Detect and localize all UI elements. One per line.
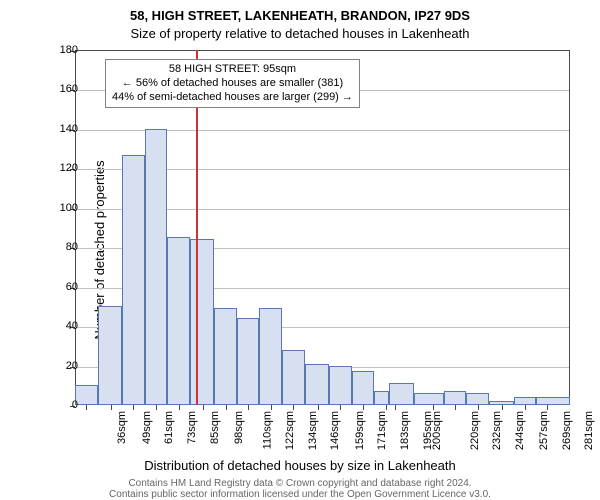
histogram-bar (237, 318, 260, 405)
histogram-bar (259, 308, 282, 405)
xtick-mark (156, 405, 157, 410)
xtick-label: 73sqm (186, 411, 198, 444)
xtick-label: 257sqm (538, 411, 550, 450)
xtick-mark (248, 405, 249, 410)
xtick-label: 61sqm (163, 411, 175, 444)
xtick-label: 171sqm (377, 411, 389, 450)
chart-subtitle: Size of property relative to detached ho… (0, 26, 600, 41)
ytick-label: 120 (38, 162, 78, 174)
xtick-label: 244sqm (514, 411, 526, 450)
ytick-label: 20 (38, 360, 78, 372)
xtick-label: 110sqm (261, 411, 273, 449)
ytick-label: 160 (38, 83, 78, 95)
plot-area: 36sqm49sqm61sqm73sqm85sqm98sqm110sqm122s… (75, 50, 570, 405)
xtick-label: 159sqm (354, 411, 366, 450)
xtick-label: 98sqm (233, 411, 245, 444)
histogram-bar (282, 350, 305, 405)
xtick-mark (111, 405, 112, 410)
histogram-bar (352, 371, 375, 405)
histogram-bar (374, 391, 389, 405)
xtick-mark (203, 405, 204, 410)
histogram-bar (414, 393, 444, 405)
histogram-bar (389, 383, 413, 405)
chart-footer: Contains HM Land Registry data © Crown c… (0, 478, 600, 500)
ytick-label: 140 (38, 123, 78, 135)
histogram-bar (145, 129, 168, 405)
xtick-label: 200sqm (431, 411, 443, 450)
histogram-bar (536, 397, 570, 405)
chart-title: 58, HIGH STREET, LAKENHEATH, BRANDON, IP… (0, 8, 600, 23)
xtick-mark (502, 405, 503, 410)
histogram-bar (98, 306, 122, 405)
histogram-bar (444, 391, 467, 405)
xtick-label: 134sqm (307, 411, 319, 450)
xtick-mark (340, 405, 341, 410)
annotation-box: 58 HIGH STREET: 95sqm ← 56% of detached h… (105, 59, 360, 108)
annotation-line2: ← 56% of detached houses are smaller (38… (122, 77, 343, 89)
xtick-mark (433, 405, 434, 410)
xtick-label: 183sqm (399, 411, 411, 450)
x-axis-label: Distribution of detached houses by size … (0, 458, 600, 473)
histogram-bar (122, 155, 145, 405)
xtick-mark (478, 405, 479, 410)
histogram-bar (75, 385, 98, 405)
ytick-label: 60 (38, 281, 78, 293)
xtick-label: 146sqm (329, 411, 341, 450)
histogram-bar (329, 366, 352, 405)
xtick-mark (179, 405, 180, 410)
xtick-label: 85sqm (209, 411, 221, 444)
xtick-mark (226, 405, 227, 410)
xtick-label: 220sqm (469, 411, 481, 450)
ytick-label: 80 (38, 241, 78, 253)
ytick-label: 0 (38, 399, 78, 411)
xtick-mark (293, 405, 294, 410)
chart-container: 58, HIGH STREET, LAKENHEATH, BRANDON, IP… (0, 0, 600, 500)
histogram-bar (190, 239, 214, 405)
xtick-label: 232sqm (491, 411, 503, 450)
annotation-line1: 58 HIGH STREET: 95sqm (169, 63, 296, 75)
histogram-bar (214, 308, 237, 405)
xtick-mark (133, 405, 134, 410)
histogram-bar (466, 393, 489, 405)
xtick-label: 281sqm (584, 411, 596, 450)
xtick-mark (395, 405, 396, 410)
xtick-label: 36sqm (116, 411, 128, 444)
ytick-label: 100 (38, 202, 78, 214)
xtick-label: 49sqm (141, 411, 153, 444)
xtick-mark (525, 405, 526, 410)
xtick-mark (271, 405, 272, 410)
ytick-label: 40 (38, 320, 78, 332)
histogram-bar (514, 397, 537, 405)
xtick-label: 269sqm (561, 411, 573, 450)
ytick-label: 180 (38, 44, 78, 56)
xtick-mark (547, 405, 548, 410)
y-axis-line (75, 51, 76, 405)
xtick-mark (318, 405, 319, 410)
annotation-line3: 44% of semi-detached houses are larger (… (112, 91, 353, 103)
xtick-mark (86, 405, 87, 410)
xtick-mark (363, 405, 364, 410)
histogram-bar (305, 364, 329, 405)
xtick-label: 122sqm (284, 411, 296, 450)
xtick-mark (455, 405, 456, 410)
histogram-bar (167, 237, 190, 405)
xtick-mark (386, 405, 387, 410)
